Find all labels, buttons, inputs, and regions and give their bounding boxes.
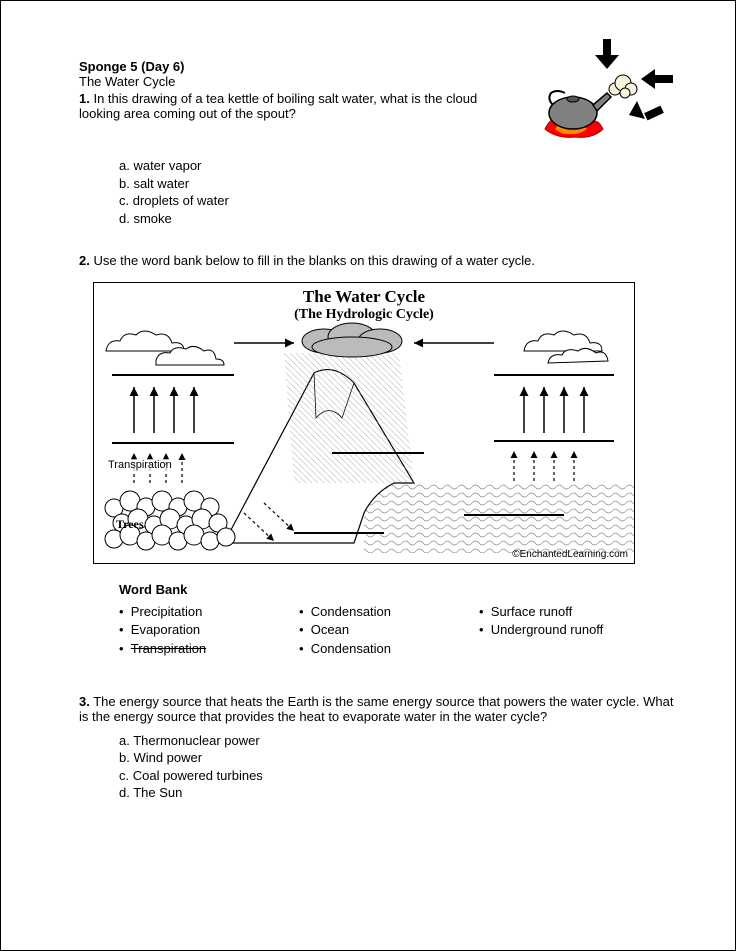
q1-text: In this drawing of a tea kettle of boili…: [79, 91, 477, 121]
diagram-wrap: The Water Cycle (The Hydrologic Cycle): [93, 282, 675, 564]
q3-text: The energy source that heats the Earth i…: [79, 694, 673, 724]
q3-answer-a: a. Thermonuclear power: [119, 732, 675, 750]
wordbank-columns: • Precipitation • Evaporation • Transpir…: [119, 603, 675, 658]
label-transpiration: Transpiration: [108, 459, 172, 471]
wordbank-col2: • Condensation • Ocean • Condensation: [299, 603, 479, 658]
q1-answer-a: a. water vapor: [119, 157, 675, 175]
wb-item: • Condensation: [299, 640, 479, 658]
q2-text: Use the word bank below to fill in the b…: [90, 253, 535, 268]
q1-answers: a. water vapor b. salt water c. droplets…: [119, 157, 675, 227]
wb-item: • Surface runoff: [479, 603, 659, 621]
q3-answer-c: c. Coal powered turbines: [119, 767, 675, 785]
question-2: 2. Use the word bank below to fill in th…: [79, 253, 675, 268]
kettle-illustration: [525, 39, 675, 149]
header-text: Sponge 5 (Day 6) The Water Cycle 1. In t…: [79, 59, 525, 121]
wb-item: • Transpiration: [119, 640, 299, 658]
q3-answer-d: d. The Sun: [119, 784, 675, 802]
diagram-credit: ©EnchantedLearning.com: [512, 549, 628, 560]
wb-item: • Condensation: [299, 603, 479, 621]
label-trees: Trees: [116, 517, 144, 532]
q3-answers: a. Thermonuclear power b. Wind power c. …: [119, 732, 675, 802]
worksheet-page: Sponge 5 (Day 6) The Water Cycle 1. In t…: [0, 0, 736, 951]
wb-item: • Underground runoff: [479, 621, 659, 639]
wordbank-col1: • Precipitation • Evaporation • Transpir…: [119, 603, 299, 658]
q2-number: 2.: [79, 253, 90, 268]
wordbank-heading: Word Bank: [119, 582, 675, 597]
q1-answer-d: d. smoke: [119, 210, 675, 228]
wb-item: • Precipitation: [119, 603, 299, 621]
wordbank-col3: • Surface runoff • Underground runoff: [479, 603, 659, 658]
header-row: Sponge 5 (Day 6) The Water Cycle 1. In t…: [79, 59, 675, 149]
q1-number: 1.: [79, 91, 90, 106]
wb-item: • Ocean: [299, 621, 479, 639]
question-3: 3. The energy source that heats the Eart…: [79, 694, 675, 724]
wb-item: • Evaporation: [119, 621, 299, 639]
q3-answer-b: b. Wind power: [119, 749, 675, 767]
title-bold: Sponge 5 (Day 6): [79, 59, 184, 74]
subtitle: The Water Cycle: [79, 74, 505, 89]
q3-number: 3.: [79, 694, 90, 709]
q1-answer-c: c. droplets of water: [119, 192, 675, 210]
water-cycle-diagram: The Water Cycle (The Hydrologic Cycle): [93, 282, 635, 564]
q1-answer-b: b. salt water: [119, 175, 675, 193]
